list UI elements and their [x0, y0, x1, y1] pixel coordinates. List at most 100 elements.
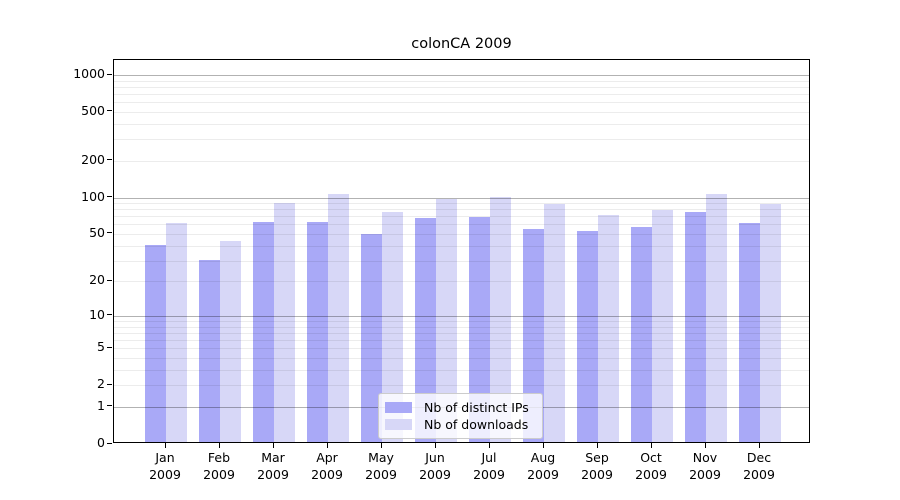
- x-tick: [759, 443, 760, 448]
- y-tick: [107, 346, 112, 348]
- y-tick-label: 1: [97, 397, 105, 413]
- gridline-minor: [114, 348, 809, 350]
- x-tick-label-mar: Mar 2009: [257, 450, 289, 482]
- y-tick: [107, 442, 112, 444]
- bar-distinct-ips-jan: [145, 244, 166, 442]
- y-tick: [107, 159, 112, 161]
- gridline-minor: [114, 102, 809, 104]
- x-tick: [435, 443, 436, 448]
- bar-downloads-jun: [436, 199, 457, 442]
- x-tick: [597, 443, 598, 448]
- gridline-minor: [114, 385, 809, 387]
- y-tick: [107, 314, 112, 316]
- legend-label-distinct-ips: Nb of distinct IPs: [424, 400, 529, 415]
- x-tick: [273, 443, 274, 448]
- x-tick: [489, 443, 490, 448]
- chart-title: colonCA 2009: [411, 36, 512, 52]
- gridline-minor: [114, 123, 809, 125]
- gridline-minor: [114, 86, 809, 88]
- x-tick-label-jul: Jul 2009: [473, 450, 505, 482]
- gridline-minor: [114, 369, 809, 371]
- y-tick-label: 100: [81, 188, 105, 204]
- gridline-minor: [114, 160, 809, 162]
- y-tick-label: 10: [89, 306, 105, 322]
- bar-downloads-apr: [328, 193, 349, 442]
- gridline-minor: [114, 281, 809, 283]
- bar-downloads-mar: [274, 202, 295, 442]
- x-tick-label-jan: Jan 2009: [149, 450, 181, 482]
- gridline-minor: [114, 326, 809, 328]
- bar-distinct-ips-mar: [253, 222, 274, 442]
- bar-distinct-ips-jun: [415, 218, 436, 442]
- x-tick: [327, 443, 328, 448]
- gridline-minor: [114, 111, 809, 113]
- bar-downloads-dec: [760, 204, 781, 442]
- x-tick: [165, 443, 166, 448]
- y-tick-label: 1000: [73, 66, 105, 81]
- x-tick: [651, 443, 652, 448]
- gridline-minor: [114, 209, 809, 211]
- x-tick: [381, 443, 382, 448]
- x-tick: [705, 443, 706, 448]
- x-tick-label-dec: Dec 2009: [743, 450, 775, 482]
- y-tick: [107, 110, 112, 112]
- gridline-minor: [114, 80, 809, 82]
- gridline-minor: [114, 340, 809, 342]
- x-tick-label-feb: Feb 2009: [203, 450, 235, 482]
- gridline-major: [114, 75, 809, 76]
- x-tick-label-nov: Nov 2009: [689, 450, 721, 482]
- legend-item-distinct-ips: Nb of distinct IPs: [385, 399, 542, 416]
- gridline-minor: [114, 260, 809, 262]
- y-tick: [107, 383, 112, 385]
- legend-swatch-downloads: [385, 419, 412, 430]
- bar-downloads-aug: [544, 204, 565, 442]
- x-tick-label-oct: Oct 2009: [635, 450, 667, 482]
- gridline-minor: [114, 358, 809, 360]
- y-tick: [107, 196, 112, 197]
- legend-swatch-distinct-ips: [385, 402, 412, 413]
- bar-downloads-jan: [166, 223, 187, 442]
- y-tick-label: 2: [97, 376, 105, 392]
- bar-distinct-ips-dec: [739, 223, 760, 442]
- bar-downloads-feb: [220, 241, 241, 442]
- legend: Nb of distinct IPs Nb of downloads: [378, 393, 543, 439]
- gridline-minor: [114, 94, 809, 96]
- gridline-minor: [114, 224, 809, 226]
- y-tick: [107, 73, 112, 75]
- bar-downloads-sep: [598, 215, 619, 442]
- y-tick: [107, 232, 112, 234]
- y-tick-label: 5: [97, 339, 105, 355]
- bar-distinct-ips-feb: [199, 260, 220, 442]
- bar-distinct-ips-jul: [469, 217, 490, 442]
- bar-distinct-ips-sep: [577, 230, 598, 442]
- x-tick: [543, 443, 544, 448]
- y-tick-label: 20: [89, 272, 105, 288]
- gridline-minor: [114, 203, 809, 205]
- x-tick-label-jun: Jun 2009: [419, 450, 451, 482]
- gridline-minor: [114, 139, 809, 141]
- legend-label-downloads: Nb of downloads: [424, 417, 529, 432]
- y-tick: [107, 405, 112, 407]
- x-tick-label-sep: Sep 2009: [581, 450, 613, 482]
- y-tick-label: 500: [81, 102, 105, 118]
- bar-downloads-may: [382, 212, 403, 442]
- bar-distinct-ips-apr: [307, 222, 328, 442]
- bar-distinct-ips-nov: [685, 212, 706, 442]
- gridline-minor: [114, 332, 809, 334]
- gridline-minor: [114, 245, 809, 247]
- plot-area: [113, 59, 810, 443]
- x-tick-label-aug: Aug 2009: [527, 450, 559, 482]
- x-tick: [219, 443, 220, 448]
- gridline-minor: [114, 233, 809, 235]
- bar-distinct-ips-may: [361, 234, 382, 442]
- bar-downloads-jul: [490, 197, 511, 442]
- legend-item-downloads: Nb of downloads: [385, 416, 542, 433]
- x-tick-label-apr: Apr 2009: [311, 450, 343, 482]
- y-tick-label: 200: [81, 151, 105, 167]
- gridline-major: [114, 315, 809, 317]
- bar-downloads-oct: [652, 210, 673, 442]
- gridline-minor: [114, 216, 809, 218]
- y-tick: [107, 279, 112, 281]
- y-tick-label: 50: [89, 224, 105, 240]
